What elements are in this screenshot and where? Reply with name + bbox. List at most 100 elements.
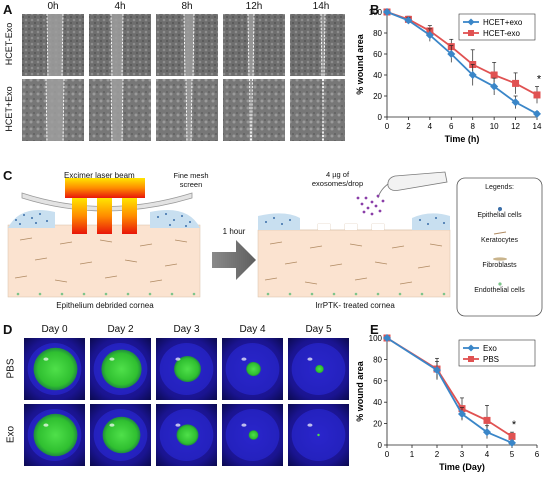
- legend-label: HCET-exo: [483, 29, 520, 38]
- micrograph-tile: [22, 78, 84, 142]
- data-point: [447, 50, 456, 58]
- x-tick-label: 0: [385, 450, 390, 459]
- panel-b-letter: B: [370, 2, 380, 17]
- legend-label: HCET+exo: [483, 18, 523, 27]
- micrograph-tile: [290, 78, 345, 142]
- panel-d-letter: D: [3, 322, 13, 337]
- micrograph-tile: [223, 13, 285, 77]
- data-point: [468, 71, 477, 79]
- x-tick-label: 8: [470, 122, 475, 131]
- x-tick-label: 6: [535, 450, 540, 459]
- day-label: Day 2: [107, 324, 134, 335]
- panel-d-eye-photos: [24, 338, 349, 466]
- y-tick-label: 0: [378, 441, 383, 450]
- y-tick-label: 60: [373, 377, 382, 386]
- panel-e-chart: 0 20 40 60 80 100 0 1 2 3 4 5 6 Time (Day) % wound are…: [355, 334, 540, 472]
- eye-photo: [90, 338, 151, 400]
- screen-label: Fine mesh screen: [173, 171, 209, 189]
- row-label: HCET-Exo: [4, 22, 14, 66]
- micrograph-tile: [290, 13, 345, 77]
- x-tick-label: 4: [485, 450, 490, 459]
- legend-label: PBS: [483, 355, 499, 364]
- eye-photo: [156, 338, 217, 400]
- panel-a-letter: A: [3, 2, 13, 17]
- y-tick-label: 40: [373, 398, 382, 407]
- endothelial-cell-icon: [498, 282, 502, 286]
- x-tick-label: 2: [406, 122, 411, 131]
- legend-item-keratocytes: Keratocytes: [481, 237, 518, 244]
- eye-photo: [222, 404, 283, 466]
- micrograph-tile: [156, 13, 218, 77]
- legend-marker: [467, 18, 475, 26]
- micrograph-tile: [156, 78, 218, 142]
- y-axis-title: % wound area: [355, 33, 365, 95]
- keratocyte-icon: [493, 231, 507, 235]
- micrograph-tile: [22, 13, 84, 77]
- x-tick-label: 0: [385, 122, 390, 131]
- y-tick-label: 80: [373, 29, 382, 38]
- right-caption: IrrPTK- treated cornea: [315, 301, 395, 310]
- exosome-label: 4 µg of exosomes/drop: [311, 170, 364, 188]
- data-point: [533, 109, 541, 118]
- series-line: [386, 11, 538, 96]
- data-point: [458, 409, 466, 418]
- laser-label: Excimer laser beam: [64, 171, 135, 180]
- y-tick-label: 40: [373, 71, 382, 80]
- series-line: [386, 11, 538, 115]
- legend-marker: [468, 30, 474, 36]
- left-cornea: [7, 178, 201, 298]
- data-point: [404, 16, 413, 25]
- y-tick-label: 0: [378, 113, 383, 122]
- row-label: PBS: [5, 358, 17, 379]
- legend-marker: [468, 356, 474, 362]
- x-tick-label: 12: [511, 122, 520, 131]
- data-point: [383, 334, 391, 342]
- day-label: Day 4: [239, 324, 266, 335]
- time-label: 0h: [47, 1, 59, 12]
- data-point: [512, 79, 520, 87]
- data-point: [508, 432, 516, 440]
- x-axis-title: Time (Day): [439, 462, 485, 472]
- data-point: [483, 428, 491, 437]
- legend-title: Legends:: [485, 184, 514, 191]
- time-label: 12h: [245, 1, 263, 12]
- data-point: [508, 438, 516, 447]
- data-point: [533, 91, 541, 99]
- data-point: [511, 98, 520, 107]
- one-hour-arrow: [212, 240, 256, 280]
- y-tick-label: 100: [369, 8, 383, 17]
- x-axis-title: Time (h): [445, 134, 480, 144]
- legend-item-fibroblasts: Fibroblasts: [482, 262, 517, 269]
- micrograph-tile: [89, 78, 151, 142]
- significance-star: *: [537, 74, 542, 86]
- panel-a-micrographs: [22, 13, 345, 142]
- legend-item-epithelial: Epithelial cells: [477, 212, 522, 219]
- eye-photo: [156, 404, 217, 466]
- eye-photo: [90, 404, 151, 466]
- data-point: [483, 416, 491, 424]
- y-tick-label: 100: [369, 334, 383, 343]
- panel-b-chart: 0 20 40 60 80 100 0 2 4 6 8 10 12 14 Time (h) % wound a…: [355, 8, 542, 144]
- eye-photo: [24, 404, 85, 466]
- time-label: 14h: [312, 1, 330, 12]
- legend-marker: [467, 344, 475, 352]
- arrow-label: 1 hour: [222, 227, 246, 236]
- pipette-icon: [377, 171, 448, 199]
- y-axis-title: % wound area: [355, 360, 365, 422]
- micrograph-tile: [89, 13, 151, 77]
- y-tick-label: 20: [373, 420, 382, 429]
- x-tick-label: 4: [428, 122, 433, 131]
- x-tick-label: 14: [533, 122, 542, 131]
- eye-photo: [222, 338, 283, 400]
- epithelial-cell-icon: [498, 207, 502, 211]
- data-point: [383, 8, 391, 16]
- row-label: HCET+Exo: [4, 86, 14, 132]
- data-point: [433, 366, 441, 375]
- panel-c-diagram: [7, 171, 543, 317]
- data-point: [490, 82, 499, 91]
- significance-star: *: [512, 419, 517, 431]
- micrograph-tile: [223, 78, 285, 142]
- y-tick-label: 20: [373, 92, 382, 101]
- day-label: Day 3: [173, 324, 200, 335]
- data-point: [490, 71, 498, 79]
